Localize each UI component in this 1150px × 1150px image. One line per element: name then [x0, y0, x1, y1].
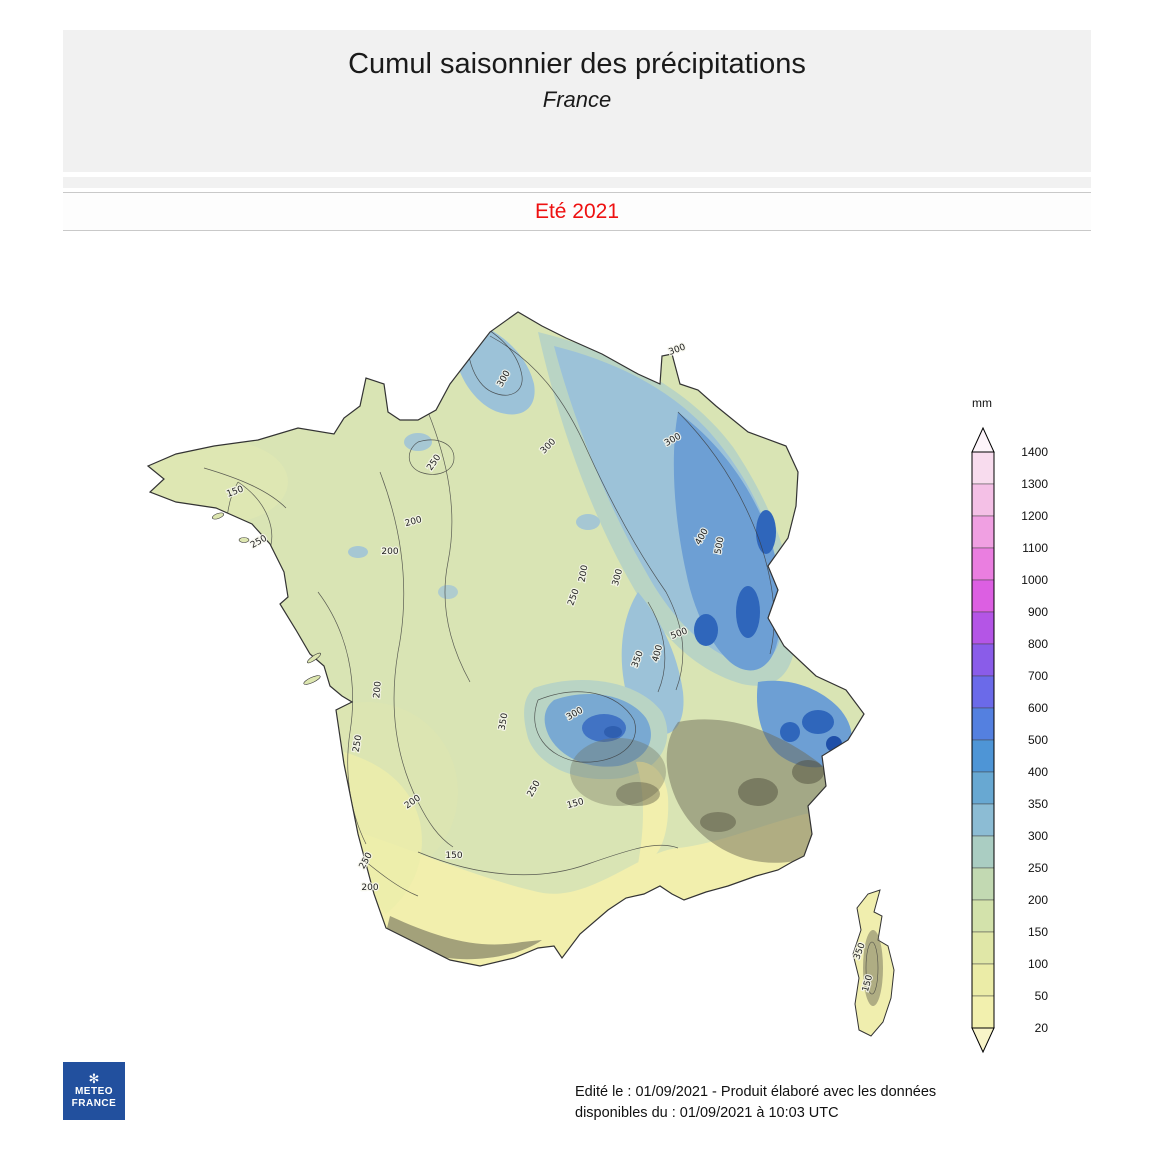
- legend-tick: 400: [1028, 765, 1048, 779]
- contour-value-label: 150: [445, 851, 462, 861]
- legend-segment: [971, 643, 995, 677]
- precipitation-zones: [148, 312, 864, 966]
- meteo-france-logo: ✻ METEO FRANCE: [63, 1062, 125, 1120]
- legend-segment: [971, 451, 995, 485]
- logo-line-2: FRANCE: [71, 1098, 117, 1109]
- page-subtitle: France: [542, 87, 612, 112]
- edition-note: Edité le : 01/09/2021 - Produit élaboré …: [575, 1082, 1045, 1124]
- legend-segment: [971, 963, 995, 997]
- corsica: [852, 889, 895, 1037]
- legend-tick: 150: [1028, 925, 1048, 939]
- contour-value-label: 200: [578, 564, 591, 583]
- legend-tick: 200: [1028, 893, 1048, 907]
- legend-tick: 900: [1028, 605, 1048, 619]
- legend-segment: [971, 899, 995, 933]
- legend-colorbar: 1400 1300 1200 1100 1000 900 800 700 600 500 400 35…: [971, 426, 1049, 1054]
- edition-note-line-2: disponibles du : 01/09/2021 à 10:03 UTC: [575, 1105, 839, 1121]
- legend-segment: [971, 707, 995, 741]
- legend-tick: 50: [1035, 989, 1049, 1003]
- legend: mm 1400 1300 1200 1100 1000 900 800 700 600 500 40…: [962, 396, 1092, 1076]
- page-title: Cumul saisonnier des précipitations: [348, 48, 806, 80]
- legend-segment: [971, 835, 995, 869]
- islands: [211, 512, 321, 685]
- contour-value-label: 500: [714, 536, 727, 555]
- legend-segment: [971, 931, 995, 965]
- contour-value-label: 200: [372, 681, 383, 699]
- legend-tick: 1000: [1021, 573, 1048, 587]
- legend-segment: [971, 515, 995, 549]
- legend-tick: 250: [1028, 861, 1048, 875]
- legend-arrow-top: [971, 426, 995, 453]
- header: Cumul saisonnier des précipitations Fran…: [63, 30, 1091, 172]
- contour-value-label: 200: [361, 883, 378, 893]
- legend-segment: [971, 803, 995, 837]
- legend-tick: 600: [1028, 701, 1048, 715]
- season-row: Eté 2021: [63, 192, 1091, 231]
- legend-tick: 100: [1028, 957, 1048, 971]
- legend-unit-label: mm: [972, 396, 992, 410]
- legend-tick: 500: [1028, 733, 1048, 747]
- legend-tick: 700: [1028, 669, 1048, 683]
- legend-segment: [971, 611, 995, 645]
- legend-arrow-bottom: [971, 1027, 995, 1054]
- legend-segment: [971, 579, 995, 613]
- legend-tick: 20: [1035, 1021, 1049, 1035]
- edition-note-line-1: Edité le : 01/09/2021 - Produit élaboré …: [575, 1084, 937, 1100]
- header-strip: [63, 177, 1091, 188]
- legend-tick: 1300: [1021, 477, 1048, 491]
- legend-segment: [971, 675, 995, 709]
- france-outline: [146, 311, 865, 967]
- legend-tick: 1100: [1022, 541, 1048, 555]
- legend-tick: 350: [1028, 797, 1048, 811]
- legend-segment: [971, 995, 995, 1029]
- legend-tick: 1400: [1021, 445, 1048, 459]
- season-label: Eté 2021: [534, 199, 620, 223]
- contour-value-label: 300: [668, 342, 688, 357]
- legend-tick: 300: [1028, 829, 1048, 843]
- legend-segment: [971, 739, 995, 773]
- contour-value-label: 350: [498, 712, 511, 731]
- contour-value-label: 200: [381, 547, 398, 557]
- logo-line-1: METEO: [74, 1086, 114, 1097]
- legend-tick: 800: [1028, 637, 1048, 651]
- contour-value-label: 250: [352, 734, 365, 753]
- legend-tick: 1200: [1021, 509, 1048, 523]
- meteo-france-logo-icon: ✻: [88, 1071, 100, 1086]
- legend-frame: [971, 451, 995, 1029]
- legend-segment: [971, 771, 995, 805]
- legend-segment: [971, 483, 995, 517]
- legend-segment: [971, 867, 995, 901]
- legend-segment: [971, 547, 995, 581]
